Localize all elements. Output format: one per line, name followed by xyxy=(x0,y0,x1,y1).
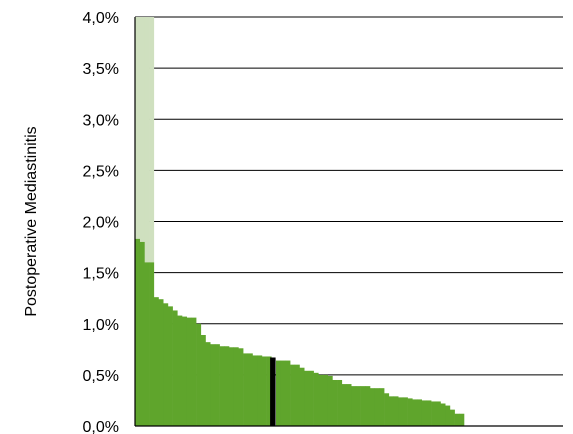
bar xyxy=(374,388,380,426)
bar xyxy=(205,342,211,426)
y-tick-label: 1,5% xyxy=(83,266,119,283)
bar xyxy=(290,364,296,426)
bar xyxy=(163,303,169,426)
bar xyxy=(294,364,300,426)
bar xyxy=(247,353,253,426)
bar xyxy=(388,396,394,426)
bar xyxy=(313,372,319,426)
bar xyxy=(135,238,140,426)
bar xyxy=(243,353,249,426)
bar xyxy=(351,386,357,426)
bar xyxy=(233,347,239,426)
bar xyxy=(370,388,375,426)
y-tick-label: 3,5% xyxy=(83,61,119,78)
bars xyxy=(135,238,465,426)
y-tick-label: 4,0% xyxy=(83,10,119,27)
bar xyxy=(341,384,347,426)
bar xyxy=(266,356,272,426)
y-tick-labels: 0,0% 0,5% 1,0% 1,5% 2,0% 2,5% 3,0% 3,5% 4,0% xyxy=(83,10,119,434)
bar xyxy=(327,375,333,426)
bar xyxy=(167,306,173,426)
bar xyxy=(398,397,404,426)
bar xyxy=(214,344,220,426)
bar xyxy=(149,262,155,426)
bar xyxy=(337,379,343,426)
bar xyxy=(219,346,225,426)
bar xyxy=(417,399,422,426)
bar xyxy=(191,317,197,426)
bar xyxy=(153,297,159,426)
bar xyxy=(280,360,286,426)
bar xyxy=(257,355,263,426)
bar xyxy=(318,374,324,426)
bar xyxy=(355,386,361,426)
bar xyxy=(440,403,446,426)
y-tick-label: 1,0% xyxy=(83,317,119,334)
bar xyxy=(435,401,441,426)
bar xyxy=(299,367,305,426)
bar xyxy=(459,413,465,426)
gridlines xyxy=(135,16,563,376)
bar xyxy=(261,356,267,426)
bar xyxy=(200,334,206,426)
bar xyxy=(224,346,230,426)
bar xyxy=(449,409,455,426)
bar xyxy=(393,396,399,426)
overflow-bars xyxy=(135,17,155,426)
bar xyxy=(210,344,216,426)
overflow-bar xyxy=(135,17,140,426)
bar xyxy=(276,360,281,426)
bar xyxy=(196,323,202,426)
bar xyxy=(238,348,244,426)
bar xyxy=(186,317,192,426)
bar xyxy=(144,262,150,426)
bar xyxy=(426,400,432,426)
bar xyxy=(379,388,385,426)
bar xyxy=(229,347,234,426)
bar xyxy=(431,401,437,426)
bar xyxy=(412,399,418,426)
bar xyxy=(285,360,291,426)
overflow-bar xyxy=(139,17,145,426)
overflow-bar xyxy=(144,17,150,426)
y-tick-label: 2,5% xyxy=(83,163,119,180)
bar xyxy=(304,370,310,426)
y-tick-label: 2,0% xyxy=(83,215,119,232)
bar xyxy=(182,316,187,426)
bar xyxy=(177,315,183,426)
bar xyxy=(323,374,328,426)
bar xyxy=(158,299,164,426)
y-tick-label: 0,5% xyxy=(83,368,119,385)
bar xyxy=(308,370,314,426)
bar xyxy=(421,400,427,426)
bar xyxy=(454,413,460,426)
y-axis-label: Postoperative Mediastinitis xyxy=(23,126,40,316)
highlight-bar xyxy=(270,357,276,426)
bar xyxy=(384,393,390,426)
bar xyxy=(407,398,413,426)
bar xyxy=(402,397,408,426)
bar xyxy=(139,241,145,426)
bar xyxy=(365,386,371,426)
bar xyxy=(360,386,366,426)
overflow-bar xyxy=(149,17,155,426)
bar xyxy=(332,379,338,426)
bar xyxy=(252,355,258,426)
y-tick-label: 3,0% xyxy=(83,112,119,129)
bar xyxy=(172,310,178,426)
y-tick-label: 0,0% xyxy=(83,419,119,434)
bar xyxy=(445,405,451,426)
bar xyxy=(346,384,352,426)
